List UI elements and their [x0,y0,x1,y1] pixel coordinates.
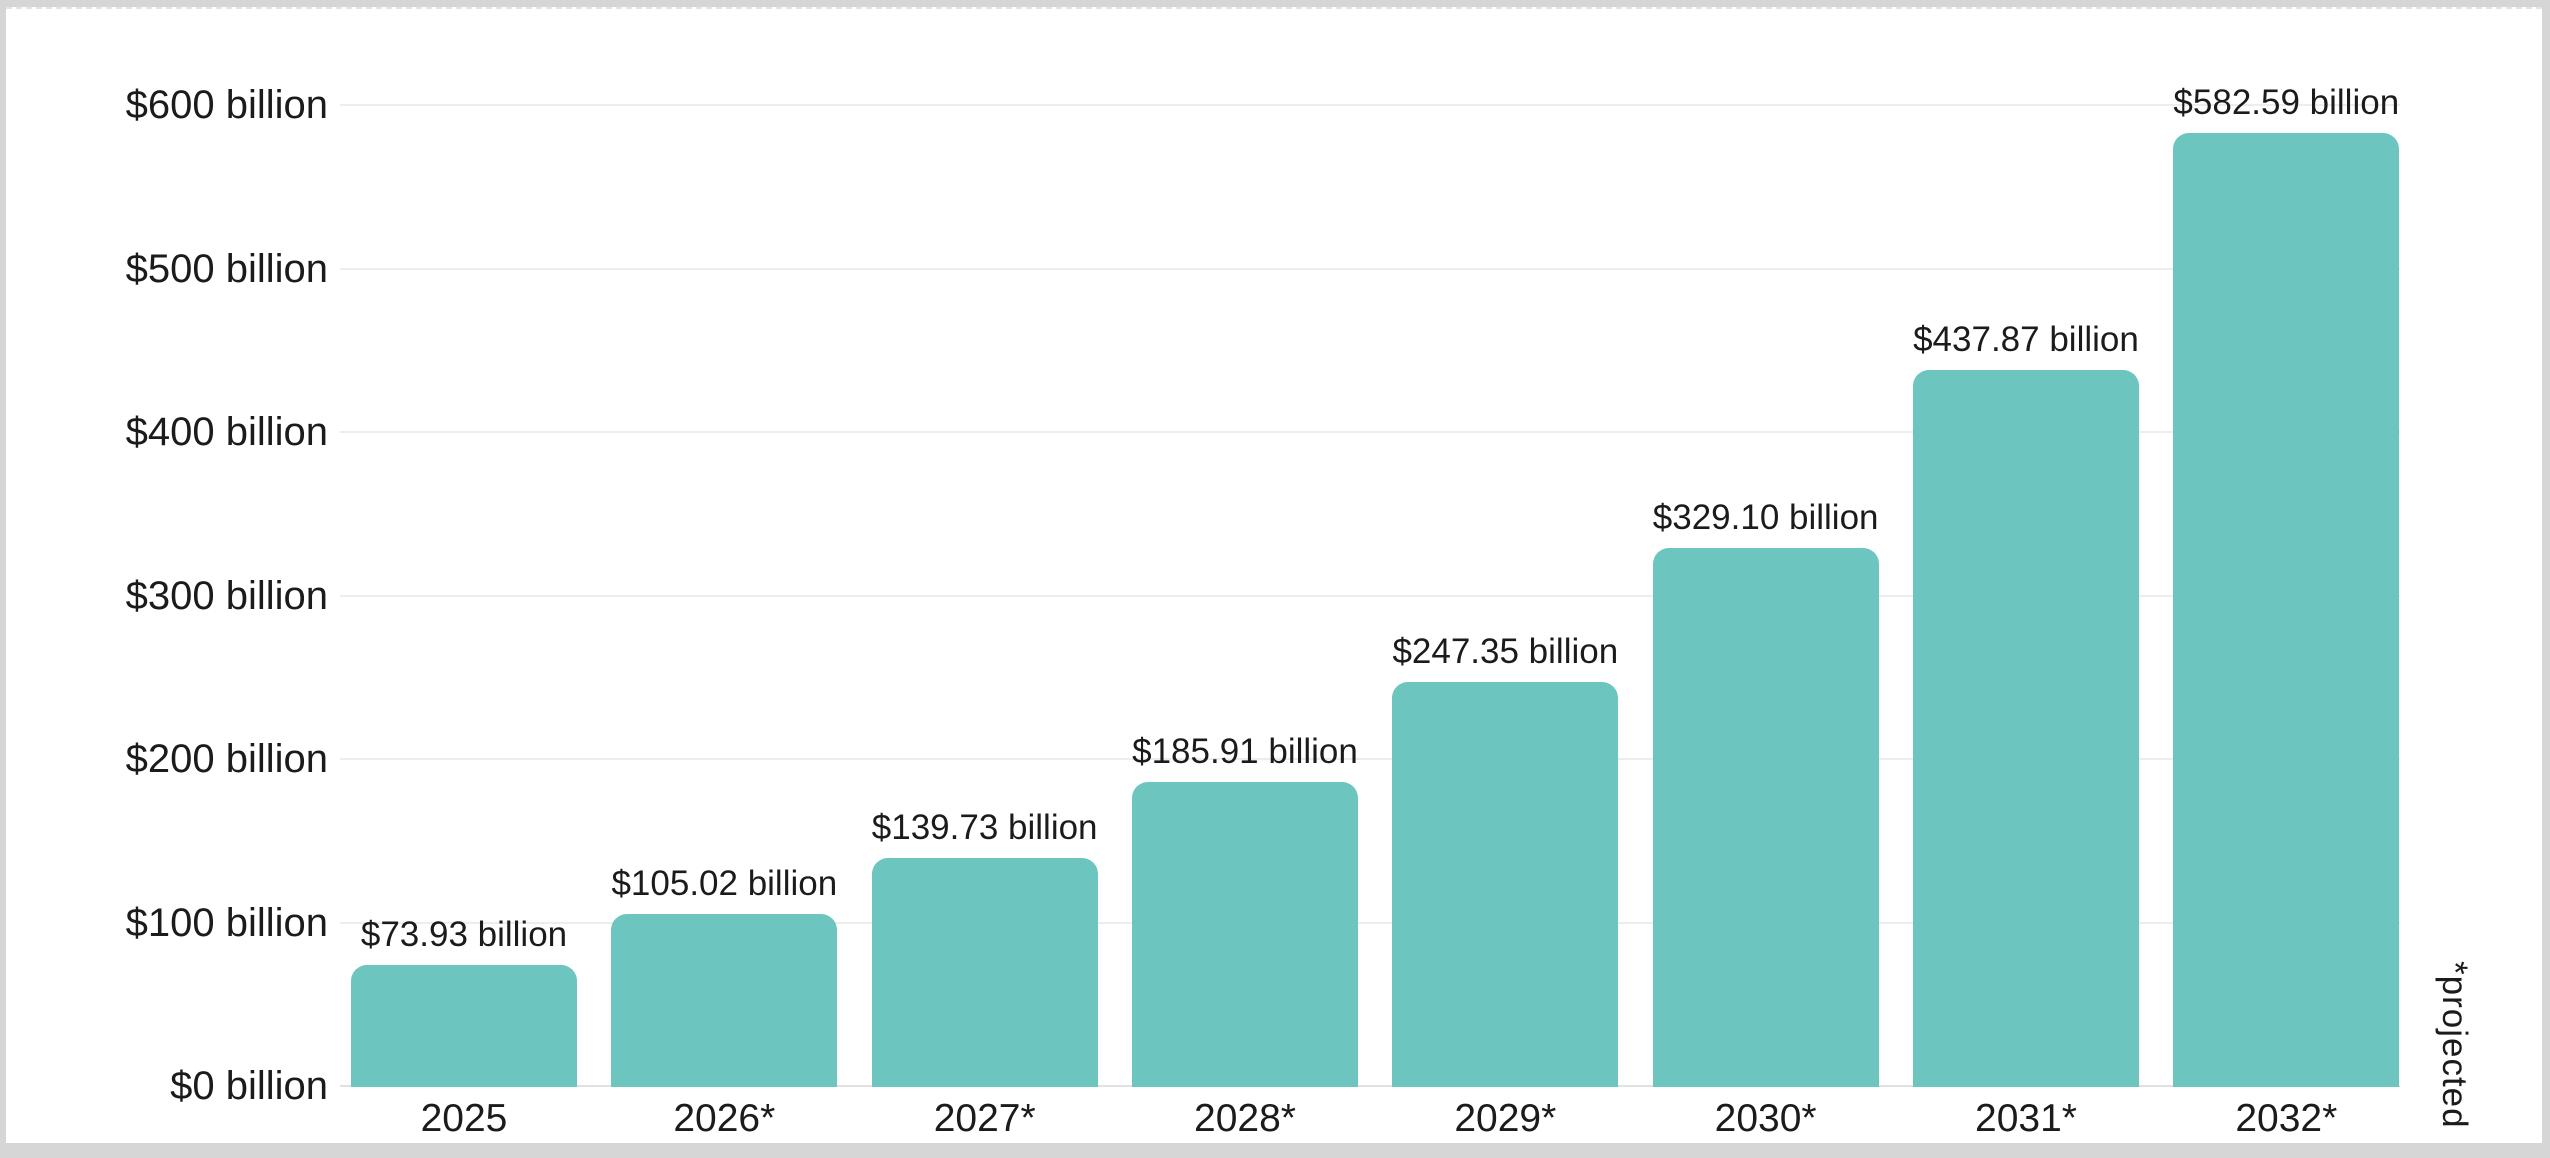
bar-value-label: $185.91 billion [1132,732,1358,772]
bar-value-label: $139.73 billion [871,807,1098,847]
x-tick-label: 2031* [1975,1097,2077,1140]
x-tick-label: 2027* [933,1097,1036,1140]
gridline [340,921,2400,924]
gridline [340,267,2400,270]
x-tick-label: 2028* [1194,1097,1296,1140]
gridline [340,431,2400,433]
x-axis-baseline [340,1085,2400,1087]
gridline [340,104,2400,106]
y-tick-label: $300 billion [125,573,328,618]
bar-value-label: $582.59 billion [2173,83,2400,123]
gridline [340,758,2400,760]
bar-2032 [2173,133,2400,1087]
bar-value-label: $247.35 billion [1392,631,1619,671]
y-tick-label: $500 billion [125,246,328,291]
gridline [340,594,2400,597]
projected-footnote: *projected [2435,961,2474,1129]
y-tick-label: $600 billion [125,83,328,127]
bar-2030 [1652,547,1879,1087]
bar-value-label: $437.87 billion [1913,320,2139,360]
chart-card: *projected $0 billion $100 billion $200 bi… [6,7,2542,1143]
bar-value-label: $105.02 billion [611,864,838,904]
x-tick-label: 2030* [1714,1097,1817,1140]
y-tick-label: $0 billion [170,1064,328,1108]
x-tick-label: 2032* [2235,1097,2338,1140]
x-tick-label: 2026* [673,1097,776,1140]
bar-2029 [1392,681,1619,1087]
y-tick-label: $100 billion [125,900,328,945]
bar-2026 [611,914,838,1087]
y-tick-label: $400 billion [125,410,328,454]
bar-chart: *projected $0 billion $100 billion $200 bi… [6,9,2542,1143]
y-tick-label: $200 billion [125,737,328,781]
bar-value-label: $73.93 billion [360,915,568,955]
x-tick-label: 2029* [1454,1097,1557,1140]
bar-2027 [871,857,1098,1087]
x-tick-label: 2025 [420,1097,508,1140]
bar-value-label: $329.10 billion [1652,497,1879,537]
bar-2028 [1131,782,1358,1087]
bar-2031 [1912,370,2139,1087]
bar-2025 [351,965,577,1087]
